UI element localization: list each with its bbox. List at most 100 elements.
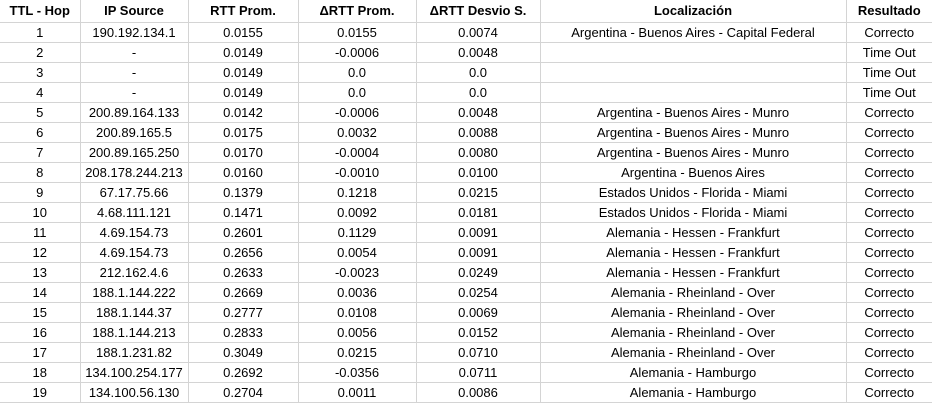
cell-localizacion[interactable]: Argentina - Buenos Aires - Capital Feder… [540,22,847,43]
cell-ip-source[interactable]: - [80,62,189,83]
cell-delta-rtt-prom[interactable]: 0.0215 [298,342,417,363]
cell-localizacion[interactable]: Argentina - Buenos Aires - Munro [540,142,847,163]
cell-ip-source[interactable]: 212.162.4.6 [80,262,189,283]
header-localizacion[interactable]: Localización [540,0,847,23]
cell-ip-source[interactable]: 4.69.154.73 [80,242,189,263]
cell-delta-rtt-prom[interactable]: 0.0 [298,82,417,103]
cell-rtt-prom[interactable]: 0.0142 [188,102,299,123]
cell-localizacion[interactable] [540,62,847,83]
cell-delta-rtt-desvio[interactable]: 0.0048 [416,42,541,63]
cell-ttl-hop[interactable]: 2 [0,42,81,63]
header-delta-rtt-prom[interactable]: ΔRTT Prom. [298,0,417,23]
cell-delta-rtt-prom[interactable]: -0.0006 [298,42,417,63]
cell-delta-rtt-prom[interactable]: -0.0010 [298,162,417,183]
cell-ip-source[interactable]: - [80,42,189,63]
cell-resultado[interactable]: Correcto [846,22,932,43]
cell-ip-source[interactable]: 200.89.164.133 [80,102,189,123]
cell-ip-source[interactable]: 67.17.75.66 [80,182,189,203]
cell-ip-source[interactable]: - [80,82,189,103]
cell-delta-rtt-desvio[interactable]: 0.0 [416,82,541,103]
cell-delta-rtt-prom[interactable]: -0.0004 [298,142,417,163]
cell-localizacion[interactable]: Alemania - Rheinland - Over [540,342,847,363]
cell-ttl-hop[interactable]: 13 [0,262,81,283]
cell-rtt-prom[interactable]: 0.2633 [188,262,299,283]
cell-delta-rtt-desvio[interactable]: 0.0711 [416,362,541,383]
cell-localizacion[interactable]: Argentina - Buenos Aires - Munro [540,122,847,143]
cell-localizacion[interactable]: Alemania - Hamburgo [540,362,847,383]
cell-rtt-prom[interactable]: 0.2669 [188,282,299,303]
cell-delta-rtt-prom[interactable]: -0.0356 [298,362,417,383]
cell-resultado[interactable]: Correcto [846,342,932,363]
cell-delta-rtt-desvio[interactable]: 0.0249 [416,262,541,283]
cell-delta-rtt-prom[interactable]: 0.0011 [298,382,417,403]
cell-delta-rtt-desvio[interactable]: 0.0086 [416,382,541,403]
cell-ttl-hop[interactable]: 5 [0,102,81,123]
cell-localizacion[interactable]: Estados Unidos - Florida - Miami [540,202,847,223]
cell-delta-rtt-prom[interactable]: 0.0108 [298,302,417,323]
cell-resultado[interactable]: Correcto [846,362,932,383]
cell-delta-rtt-desvio[interactable]: 0.0100 [416,162,541,183]
cell-delta-rtt-desvio[interactable]: 0.0254 [416,282,541,303]
cell-rtt-prom[interactable]: 0.0170 [188,142,299,163]
cell-localizacion[interactable] [540,82,847,103]
cell-delta-rtt-prom[interactable]: -0.0006 [298,102,417,123]
header-rtt-prom[interactable]: RTT Prom. [188,0,299,23]
cell-ttl-hop[interactable]: 15 [0,302,81,323]
cell-delta-rtt-desvio[interactable]: 0.0069 [416,302,541,323]
cell-localizacion[interactable]: Alemania - Rheinland - Over [540,282,847,303]
cell-delta-rtt-desvio[interactable]: 0.0088 [416,122,541,143]
cell-ttl-hop[interactable]: 16 [0,322,81,343]
cell-ttl-hop[interactable]: 8 [0,162,81,183]
cell-ip-source[interactable]: 200.89.165.5 [80,122,189,143]
cell-ttl-hop[interactable]: 9 [0,182,81,203]
cell-ttl-hop[interactable]: 19 [0,382,81,403]
cell-ttl-hop[interactable]: 17 [0,342,81,363]
cell-ip-source[interactable]: 188.1.144.222 [80,282,189,303]
cell-resultado[interactable]: Time Out [846,42,932,63]
cell-delta-rtt-prom[interactable]: 0.0032 [298,122,417,143]
cell-resultado[interactable]: Correcto [846,202,932,223]
cell-localizacion[interactable]: Alemania - Hamburgo [540,382,847,403]
cell-delta-rtt-prom[interactable]: 0.0092 [298,202,417,223]
cell-delta-rtt-prom[interactable]: 0.0 [298,62,417,83]
cell-rtt-prom[interactable]: 0.2656 [188,242,299,263]
cell-delta-rtt-desvio[interactable]: 0.0152 [416,322,541,343]
cell-ip-source[interactable]: 4.69.154.73 [80,222,189,243]
cell-delta-rtt-prom[interactable]: 0.0036 [298,282,417,303]
cell-localizacion[interactable]: Alemania - Rheinland - Over [540,302,847,323]
cell-delta-rtt-desvio[interactable]: 0.0080 [416,142,541,163]
cell-delta-rtt-desvio[interactable]: 0.0215 [416,182,541,203]
cell-localizacion[interactable]: Alemania - Rheinland - Over [540,322,847,343]
cell-rtt-prom[interactable]: 0.0160 [188,162,299,183]
cell-ttl-hop[interactable]: 6 [0,122,81,143]
cell-rtt-prom[interactable]: 0.2692 [188,362,299,383]
cell-delta-rtt-desvio[interactable]: 0.0181 [416,202,541,223]
cell-rtt-prom[interactable]: 0.0175 [188,122,299,143]
cell-ttl-hop[interactable]: 14 [0,282,81,303]
cell-rtt-prom[interactable]: 0.0149 [188,42,299,63]
cell-delta-rtt-prom[interactable]: 0.1129 [298,222,417,243]
cell-delta-rtt-prom[interactable]: -0.0023 [298,262,417,283]
cell-ip-source[interactable]: 134.100.56.130 [80,382,189,403]
cell-ip-source[interactable]: 188.1.144.213 [80,322,189,343]
cell-resultado[interactable]: Correcto [846,222,932,243]
cell-rtt-prom[interactable]: 0.0155 [188,22,299,43]
cell-ip-source[interactable]: 188.1.231.82 [80,342,189,363]
cell-delta-rtt-prom[interactable]: 0.0056 [298,322,417,343]
cell-ip-source[interactable]: 200.89.165.250 [80,142,189,163]
cell-ip-source[interactable]: 134.100.254.177 [80,362,189,383]
cell-rtt-prom[interactable]: 0.3049 [188,342,299,363]
cell-delta-rtt-desvio[interactable]: 0.0091 [416,222,541,243]
cell-ttl-hop[interactable]: 3 [0,62,81,83]
cell-localizacion[interactable]: Argentina - Buenos Aires [540,162,847,183]
cell-rtt-prom[interactable]: 0.0149 [188,82,299,103]
cell-ip-source[interactable]: 208.178.244.213 [80,162,189,183]
cell-resultado[interactable]: Correcto [846,382,932,403]
cell-ip-source[interactable]: 190.192.134.1 [80,22,189,43]
header-ttl-hop[interactable]: TTL - Hop [0,0,81,23]
cell-localizacion[interactable]: Argentina - Buenos Aires - Munro [540,102,847,123]
cell-resultado[interactable]: Correcto [846,262,932,283]
cell-localizacion[interactable] [540,42,847,63]
cell-ttl-hop[interactable]: 12 [0,242,81,263]
cell-ttl-hop[interactable]: 7 [0,142,81,163]
